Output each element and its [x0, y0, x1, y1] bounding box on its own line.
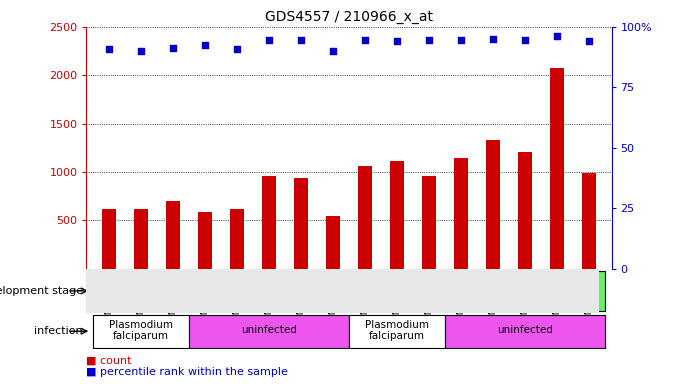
Text: uninfected: uninfected [241, 326, 297, 336]
Point [359, 37, 370, 43]
Point [135, 48, 146, 54]
Bar [325, 216, 340, 269]
Bar [294, 178, 308, 269]
Point [488, 36, 499, 43]
Title: GDS4557 / 210966_x_at: GDS4557 / 210966_x_at [265, 10, 433, 25]
Bar [358, 166, 372, 269]
Point [199, 42, 210, 48]
Bar [445, 315, 605, 348]
Text: development stage: development stage [0, 286, 83, 296]
Point [167, 45, 178, 51]
Point [551, 33, 562, 39]
Bar [166, 201, 180, 269]
Bar [486, 140, 500, 269]
Bar [102, 209, 116, 269]
Bar [133, 209, 148, 269]
Bar [229, 209, 244, 269]
Bar [93, 315, 189, 348]
Bar [262, 176, 276, 269]
Point [455, 37, 466, 43]
Text: ■ percentile rank within the sample: ■ percentile rank within the sample [86, 367, 288, 377]
Point [231, 46, 243, 52]
Text: Plasmodium
falciparum: Plasmodium falciparum [365, 319, 429, 341]
Text: ■ count: ■ count [86, 356, 132, 366]
Bar [198, 212, 212, 269]
Bar [390, 161, 404, 269]
Text: polychromatophilic 10 day differentiation: polychromatophilic 10 day differentiatio… [113, 285, 329, 295]
Point [584, 38, 595, 45]
Point [103, 46, 114, 52]
Bar [93, 271, 349, 311]
Point [520, 37, 531, 43]
Point [392, 38, 403, 45]
Bar [349, 271, 605, 311]
Bar [582, 173, 596, 269]
Bar [189, 315, 349, 348]
Bar [518, 152, 532, 269]
Text: infection: infection [35, 326, 83, 336]
Point [424, 37, 435, 43]
Bar [550, 68, 565, 269]
Text: orthochromatic 14 day differentiation: orthochromatic 14 day differentiation [379, 285, 576, 295]
Point [295, 37, 306, 43]
Bar [349, 315, 445, 348]
Text: Plasmodium
falciparum: Plasmodium falciparum [108, 319, 173, 341]
Bar [422, 176, 436, 269]
Text: uninfected: uninfected [497, 326, 553, 336]
Point [263, 37, 274, 43]
Bar [454, 159, 468, 269]
Point [328, 48, 339, 54]
